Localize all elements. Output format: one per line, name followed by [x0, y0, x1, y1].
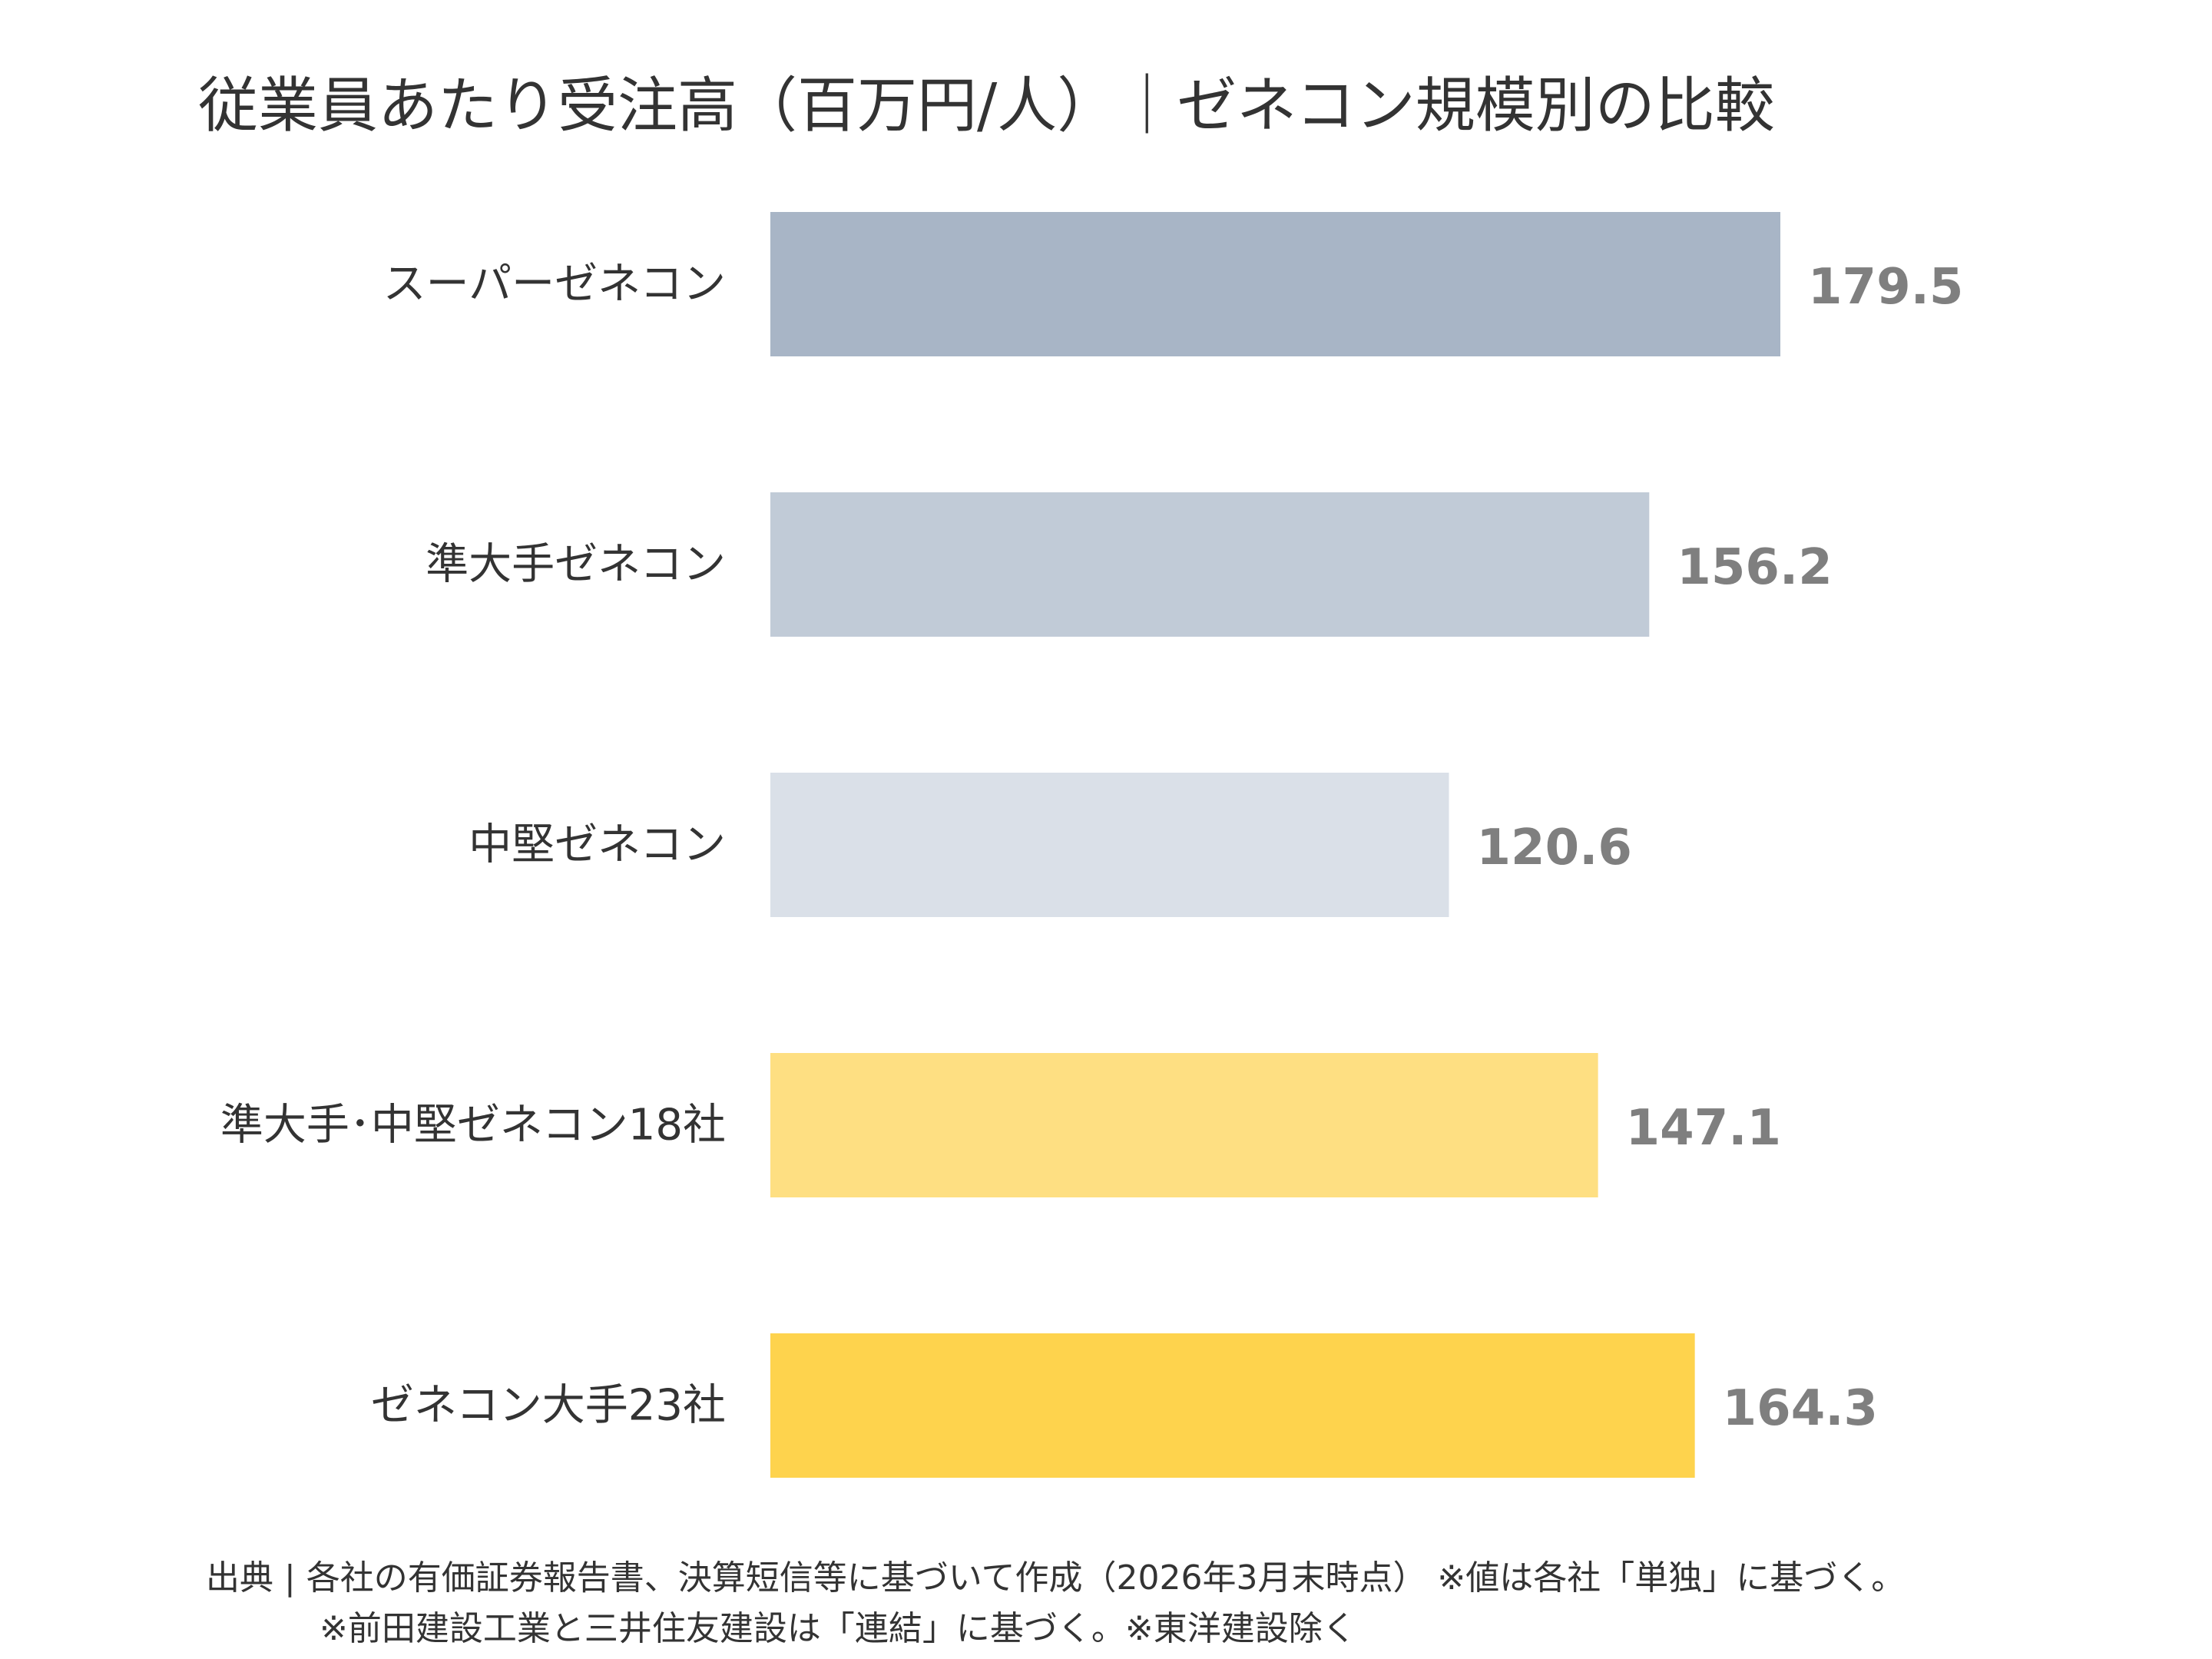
bar-3: [770, 773, 1449, 917]
footnote-line-1: 出典 | 各社の有価証券報告書、決算短信等に基づいて作成（2026年3月末時点）…: [206, 1558, 1906, 1598]
category-label-3: 中堅ゼネコン: [469, 820, 726, 870]
value-label-3: 120.6: [1477, 820, 1632, 876]
category-label-1: スーパーゼネコン: [383, 260, 726, 310]
value-labels-group: 179.5 156.2 120.6 147.1 164.3: [1477, 259, 1964, 1437]
bar-4: [770, 1053, 1598, 1197]
bar-2: [770, 492, 1650, 637]
bars-group: [770, 212, 1780, 1478]
value-label-4: 147.1: [1626, 1100, 1781, 1157]
chart-title: 従業員あたり受注高（百万円/人）｜ゼネコン規模別の比較: [198, 71, 1775, 141]
category-label-2: 準大手ゼネコン: [426, 540, 726, 590]
footnote-line-2: ※前田建設工業と三井住友建設は「連結」に基づく。※東洋建設除く: [320, 1609, 1356, 1648]
value-label-5: 164.3: [1723, 1380, 1878, 1437]
bar-5: [770, 1333, 1695, 1478]
value-label-1: 179.5: [1808, 259, 1963, 316]
category-labels-group: スーパーゼネコン準大手ゼネコン中堅ゼネコン準大手･中堅ゼネコン18社ゼネコン大手…: [220, 260, 726, 1431]
category-label-5: ゼネコン大手23社: [371, 1381, 726, 1431]
category-label-4: 準大手･中堅ゼネコン18社: [220, 1101, 726, 1151]
value-label-2: 156.2: [1677, 539, 1832, 596]
footnote: 出典 | 各社の有価証券報告書、決算短信等に基づいて作成（2026年3月末時点）…: [206, 1553, 1905, 1654]
bar-1: [770, 212, 1780, 356]
